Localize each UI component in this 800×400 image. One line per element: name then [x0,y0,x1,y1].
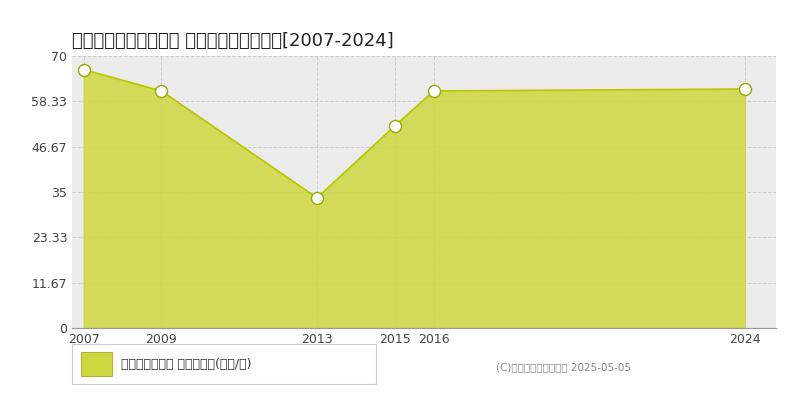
Text: 堺市北区百舌鳥陵南町 マンション価格推移[2007-2024]: 堺市北区百舌鳥陵南町 マンション価格推移[2007-2024] [72,32,394,50]
Bar [81,352,111,376]
Point [155,88,168,94]
Text: マンション価格 平均坪単価(万円/坪): マンション価格 平均坪単価(万円/坪) [121,358,251,370]
Point [310,195,323,201]
Point [389,123,402,129]
Point [427,88,440,94]
Point [738,86,751,92]
Text: (C)土地価格ドットコム 2025-05-05: (C)土地価格ドットコム 2025-05-05 [496,362,631,372]
Point [78,66,90,73]
